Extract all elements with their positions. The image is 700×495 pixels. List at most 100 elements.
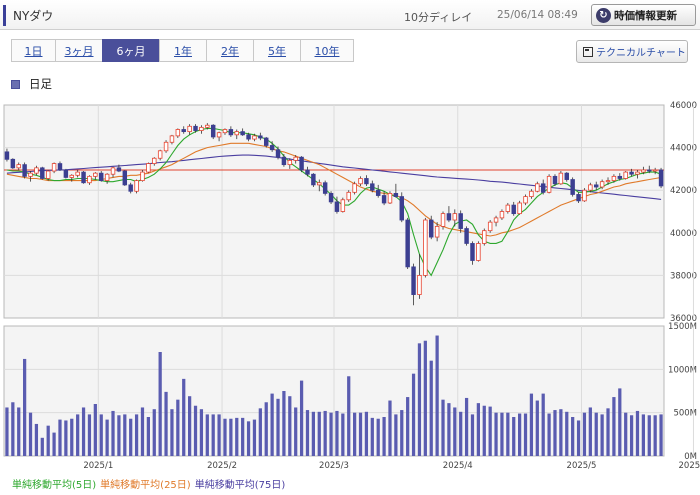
volume-bar: [140, 407, 145, 456]
candle-body: [387, 192, 393, 204]
candle-body: [216, 132, 222, 138]
volume-bar: [299, 380, 304, 456]
volume-bar: [541, 393, 545, 456]
chart-section-header: 日足: [11, 76, 52, 92]
candle-body: [605, 180, 611, 183]
candle-body: [452, 213, 458, 221]
volume-bar: [571, 417, 575, 456]
candle-body: [287, 159, 293, 166]
candle-body: [558, 172, 564, 185]
volume-bar: [76, 414, 80, 456]
volume-bar: [17, 407, 21, 456]
volume-bar: [500, 412, 504, 456]
volume-bar: [129, 418, 133, 456]
volume-bar: [459, 411, 463, 456]
volume-bar: [370, 417, 374, 456]
candle-body: [293, 156, 298, 161]
volume-bar: [647, 415, 651, 456]
candle-body: [104, 173, 110, 182]
month-label: 2025/5: [567, 461, 597, 470]
refresh-icon: ↻: [596, 7, 611, 23]
volume-bar: [411, 373, 416, 456]
candle-body: [157, 150, 163, 159]
volume-bar: [417, 343, 422, 456]
candle-body: [69, 174, 74, 178]
month-label: 2025/4: [443, 461, 473, 470]
volume-bar: [241, 417, 245, 456]
volume-bar: [111, 410, 115, 456]
volume-bar: [34, 423, 39, 456]
volume-bar: [87, 414, 92, 456]
candle-body: [63, 169, 69, 178]
candle-body: [458, 213, 463, 229]
candle-body: [328, 192, 334, 203]
volume-bar: [305, 410, 310, 456]
candle-body: [511, 204, 516, 215]
candle-body: [476, 243, 481, 261]
volume-bar: [28, 412, 33, 456]
volume-bar: [329, 412, 333, 456]
tab-10y[interactable]: 10年: [300, 39, 354, 62]
price-tick-label: 38000: [670, 271, 697, 281]
volume-bar: [311, 411, 315, 456]
candle-body: [116, 167, 122, 172]
candle-body: [623, 171, 628, 179]
candle-body: [28, 172, 33, 177]
tab-1d[interactable]: 1日: [11, 39, 56, 62]
candle-body: [505, 204, 511, 212]
volume-bar: [23, 358, 27, 456]
volume-bar: [317, 411, 321, 456]
candle-body: [411, 266, 416, 295]
volume-bar: [264, 402, 268, 456]
volume-bar: [535, 400, 539, 456]
volume-bar: [476, 403, 480, 456]
tab-6m[interactable]: 6ヶ月: [102, 39, 160, 62]
volume-bar: [347, 376, 351, 456]
ma75-line: [6, 154, 662, 200]
candle-body: [210, 124, 216, 138]
candle-body: [281, 156, 287, 166]
candle-body: [529, 190, 534, 197]
volume-bar: [52, 432, 56, 456]
candle-body: [122, 170, 128, 186]
candle-body: [358, 178, 363, 185]
volume-bar: [146, 417, 150, 456]
candle-body: [175, 129, 181, 137]
volume-bar: [134, 414, 139, 456]
candle-body: [552, 175, 558, 185]
volume-bar: [653, 415, 657, 456]
volume-bar: [123, 414, 127, 456]
technical-chart-button[interactable]: テクニカルチャート: [576, 40, 688, 63]
tab-1y[interactable]: 1年: [159, 39, 207, 62]
candle-body: [269, 145, 275, 151]
candle-body: [493, 217, 499, 223]
candle-body: [234, 131, 239, 136]
tab-5y[interactable]: 5年: [253, 39, 301, 62]
tab-2y[interactable]: 2年: [206, 39, 254, 62]
title-accent-bar: [3, 5, 6, 26]
legend-ma5: 単純移動平均(5日): [12, 480, 97, 491]
candle-body: [588, 184, 593, 191]
volume-bar: [294, 407, 298, 456]
candle-body: [417, 274, 422, 295]
volume-bar: [364, 411, 369, 456]
volume-bar: [93, 404, 97, 456]
volume-bar: [229, 418, 233, 456]
volume-bar: [547, 413, 551, 456]
candle-body: [364, 178, 369, 185]
candle-body: [322, 182, 328, 194]
volume-bar: [523, 413, 528, 456]
candle-body: [641, 169, 646, 173]
candle-body: [440, 213, 446, 227]
ma5-line: [6, 127, 662, 277]
candle-body: [81, 171, 86, 184]
volume-bar: [205, 414, 209, 456]
refresh-button[interactable]: ↻ 時価情報更新: [591, 4, 696, 26]
candle-body: [181, 129, 186, 133]
candle-body: [570, 179, 575, 195]
candle-body: [169, 135, 175, 143]
tab-3m[interactable]: 3ヶ月: [55, 39, 103, 62]
volume-bar: [341, 413, 345, 456]
candle-body: [99, 172, 104, 182]
ma25-line: [6, 142, 662, 237]
